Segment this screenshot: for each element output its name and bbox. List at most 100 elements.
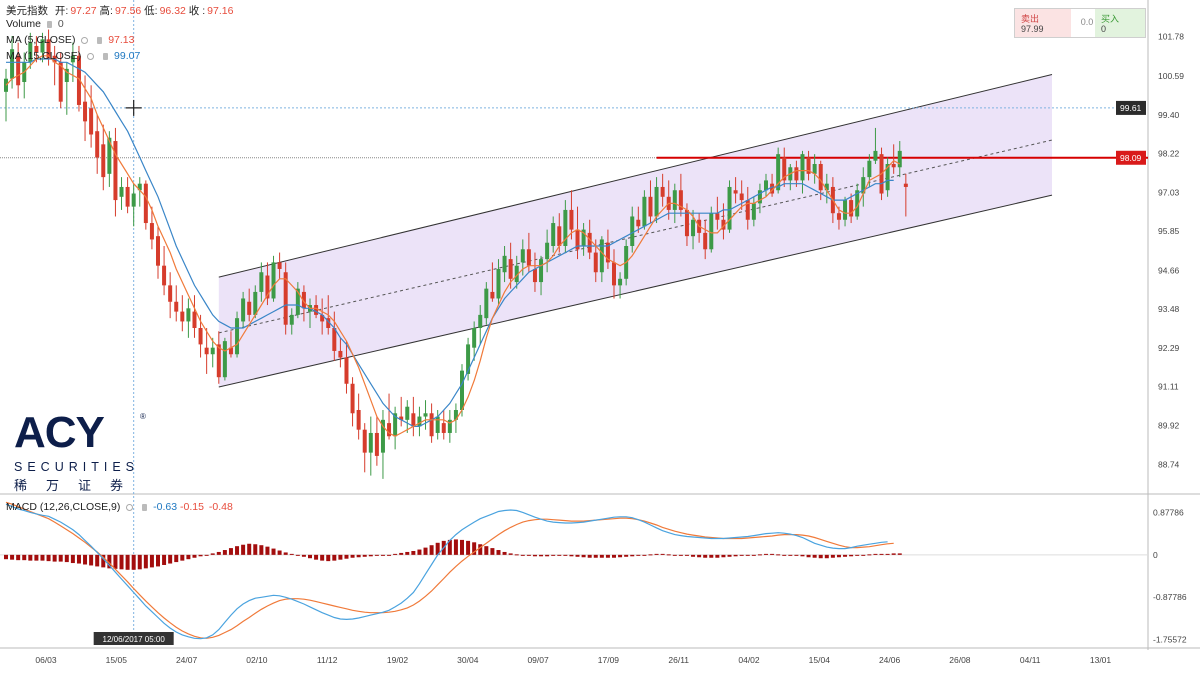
macd-histogram-bar bbox=[131, 554, 136, 570]
candle-body bbox=[581, 229, 586, 246]
channel-lower-line bbox=[218, 194, 1053, 388]
buy-button[interactable]: 买入 0 bbox=[1095, 9, 1145, 37]
sell-button[interactable]: 卖出 97.99 bbox=[1015, 9, 1071, 37]
macd-histogram-bar bbox=[204, 554, 209, 556]
candle-body bbox=[64, 68, 69, 82]
macd-header: MACD (12,26,CLOSE,9) -0.63 -0.15 -0.48 bbox=[6, 501, 233, 513]
candle-body bbox=[745, 200, 750, 220]
candle-body bbox=[703, 232, 708, 250]
macd-histogram-bar bbox=[660, 553, 665, 555]
trash-icon[interactable] bbox=[103, 53, 109, 60]
time-tick-label: 30/04 bbox=[457, 655, 479, 665]
gear-icon[interactable] bbox=[81, 37, 89, 44]
candlestick bbox=[545, 229, 550, 273]
macd-histogram-bar bbox=[526, 554, 531, 556]
candle-body bbox=[350, 383, 355, 414]
candlestick bbox=[453, 403, 458, 433]
macd-histogram-bar bbox=[89, 554, 94, 566]
macd-histogram-bar bbox=[162, 554, 167, 565]
price-label-box bbox=[1116, 150, 1146, 165]
trash-icon[interactable] bbox=[97, 37, 103, 44]
macd-histogram-bar bbox=[508, 553, 513, 555]
candle-body bbox=[757, 190, 762, 204]
candle-body bbox=[149, 223, 154, 240]
macd-histogram-bar bbox=[101, 554, 106, 568]
gear-icon[interactable] bbox=[87, 53, 95, 60]
macd-histogram-bar bbox=[697, 554, 702, 558]
macd-histogram-bar bbox=[143, 554, 148, 569]
candlestick bbox=[563, 200, 568, 253]
crosshair-date-label: 12/06/2017 05:00 bbox=[103, 635, 166, 644]
macd-tick-label: -1.75572 bbox=[1153, 634, 1187, 644]
price-tick-label: 92.29 bbox=[1158, 343, 1180, 353]
candlestick bbox=[34, 36, 39, 63]
candle-body bbox=[770, 183, 775, 194]
candle-body bbox=[867, 160, 872, 178]
candlestick bbox=[295, 282, 300, 319]
logo-registered-mark: ® bbox=[140, 412, 146, 421]
macd-histogram-bar bbox=[192, 554, 197, 558]
candlestick bbox=[314, 295, 319, 319]
candlestick bbox=[739, 180, 744, 210]
candlestick bbox=[764, 173, 768, 197]
candle-body bbox=[259, 272, 264, 292]
candlestick bbox=[356, 393, 361, 440]
candlestick bbox=[399, 396, 404, 427]
candle-body bbox=[496, 268, 501, 299]
candlestick bbox=[843, 196, 848, 227]
macd-histogram-bar bbox=[64, 554, 69, 563]
spread-value: 0.0 bbox=[1080, 17, 1094, 27]
candle-body bbox=[727, 186, 732, 230]
candle-body bbox=[684, 209, 689, 237]
time-tick-label: 17/09 bbox=[598, 655, 620, 665]
candle-body bbox=[836, 213, 841, 220]
candle-body bbox=[125, 186, 130, 207]
macd-histogram-bar bbox=[897, 553, 902, 555]
macd-histogram-bar bbox=[210, 553, 215, 555]
candlestick bbox=[824, 173, 829, 204]
macd-histogram-bar bbox=[241, 544, 246, 555]
candlestick bbox=[241, 291, 246, 328]
ma15-header: MA (15,CLOSE) 99.07 bbox=[6, 50, 140, 62]
macd-histogram-bar bbox=[776, 554, 781, 556]
candle-body bbox=[162, 265, 167, 286]
logo-wordmark: ACY bbox=[14, 408, 105, 457]
candlestick bbox=[137, 177, 142, 207]
macd-histogram-bar bbox=[867, 554, 872, 556]
sell-value: 97.99 bbox=[1021, 24, 1044, 34]
macd-histogram-bar bbox=[137, 554, 142, 570]
channel-mid-line bbox=[218, 139, 1053, 334]
candle-body bbox=[721, 219, 726, 230]
macd-histogram-bar bbox=[709, 554, 714, 558]
macd-histogram-bar bbox=[666, 554, 671, 556]
candlestick bbox=[618, 272, 623, 299]
time-tick-label: 09/07 bbox=[527, 655, 549, 665]
candlestick bbox=[95, 114, 100, 174]
macd-histogram-bar bbox=[818, 554, 823, 559]
candle-body bbox=[691, 219, 696, 237]
time-tick-label: 19/02 bbox=[387, 655, 409, 665]
candle-body bbox=[678, 190, 683, 210]
trash-icon[interactable] bbox=[142, 504, 148, 511]
ma5-value: 97.13 bbox=[108, 34, 135, 46]
macd-histogram-bar bbox=[581, 554, 586, 558]
macd-histogram-bar bbox=[703, 554, 708, 558]
macd-histogram-bar bbox=[733, 554, 738, 557]
candlestick bbox=[393, 406, 398, 450]
candle-body bbox=[630, 216, 635, 246]
macd-histogram-bar bbox=[222, 550, 227, 555]
macd-histogram-bar bbox=[368, 554, 373, 557]
price-label-text: 98.09 bbox=[1120, 153, 1142, 163]
time-tick-label: 15/05 bbox=[106, 655, 128, 665]
trash-icon[interactable] bbox=[46, 21, 52, 28]
candle-body bbox=[76, 55, 81, 105]
candlestick bbox=[539, 255, 544, 296]
macd-label: MACD (12,26,CLOSE,9) bbox=[6, 501, 121, 513]
candlestick bbox=[289, 308, 294, 335]
gear-icon[interactable] bbox=[126, 504, 134, 511]
macd-histogram-bar bbox=[624, 554, 629, 557]
candle-body bbox=[320, 314, 325, 322]
macd-histogram-bar bbox=[58, 554, 63, 562]
price-tick-label: 89.92 bbox=[1158, 421, 1180, 431]
